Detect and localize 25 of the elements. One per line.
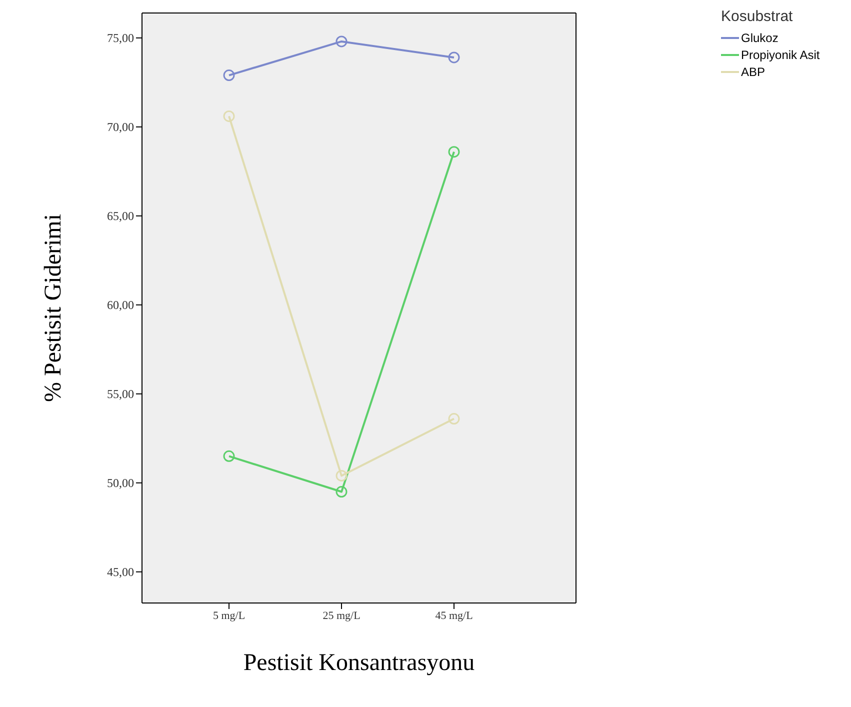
legend-label: ABP (741, 65, 766, 79)
y-axis-title: % Pestisit Giderimi (40, 214, 67, 402)
y-tick-label: 60,00 (107, 298, 134, 312)
point (448, 52, 460, 64)
point (223, 450, 235, 462)
point (448, 146, 460, 158)
legend-label: Glukoz (741, 31, 778, 45)
point (448, 413, 460, 425)
point (336, 470, 348, 482)
y-tick-label: 65,00 (107, 209, 134, 224)
y-tick-label: 55,00 (107, 387, 134, 402)
point (336, 486, 348, 498)
x-axis-title: Pestisit Konsantrasyonu (243, 650, 475, 676)
y-tick-label: 70,00 (107, 120, 134, 134)
x-tick-label: 45 mg/L (435, 610, 474, 622)
y-tick-label: 50,00 (107, 476, 134, 490)
x-tick-label: 25 mg/L (322, 610, 361, 622)
legend-label: Propiyonik Asit (741, 48, 820, 62)
x-tick-label: 5 mg/L (212, 610, 246, 622)
legend-title: Kosubstrat (721, 8, 794, 25)
point (223, 110, 235, 122)
point (223, 70, 235, 82)
y-tick-label: 45,00 (107, 565, 134, 580)
point (336, 36, 348, 48)
y-tick-label: 75,00 (107, 31, 134, 46)
